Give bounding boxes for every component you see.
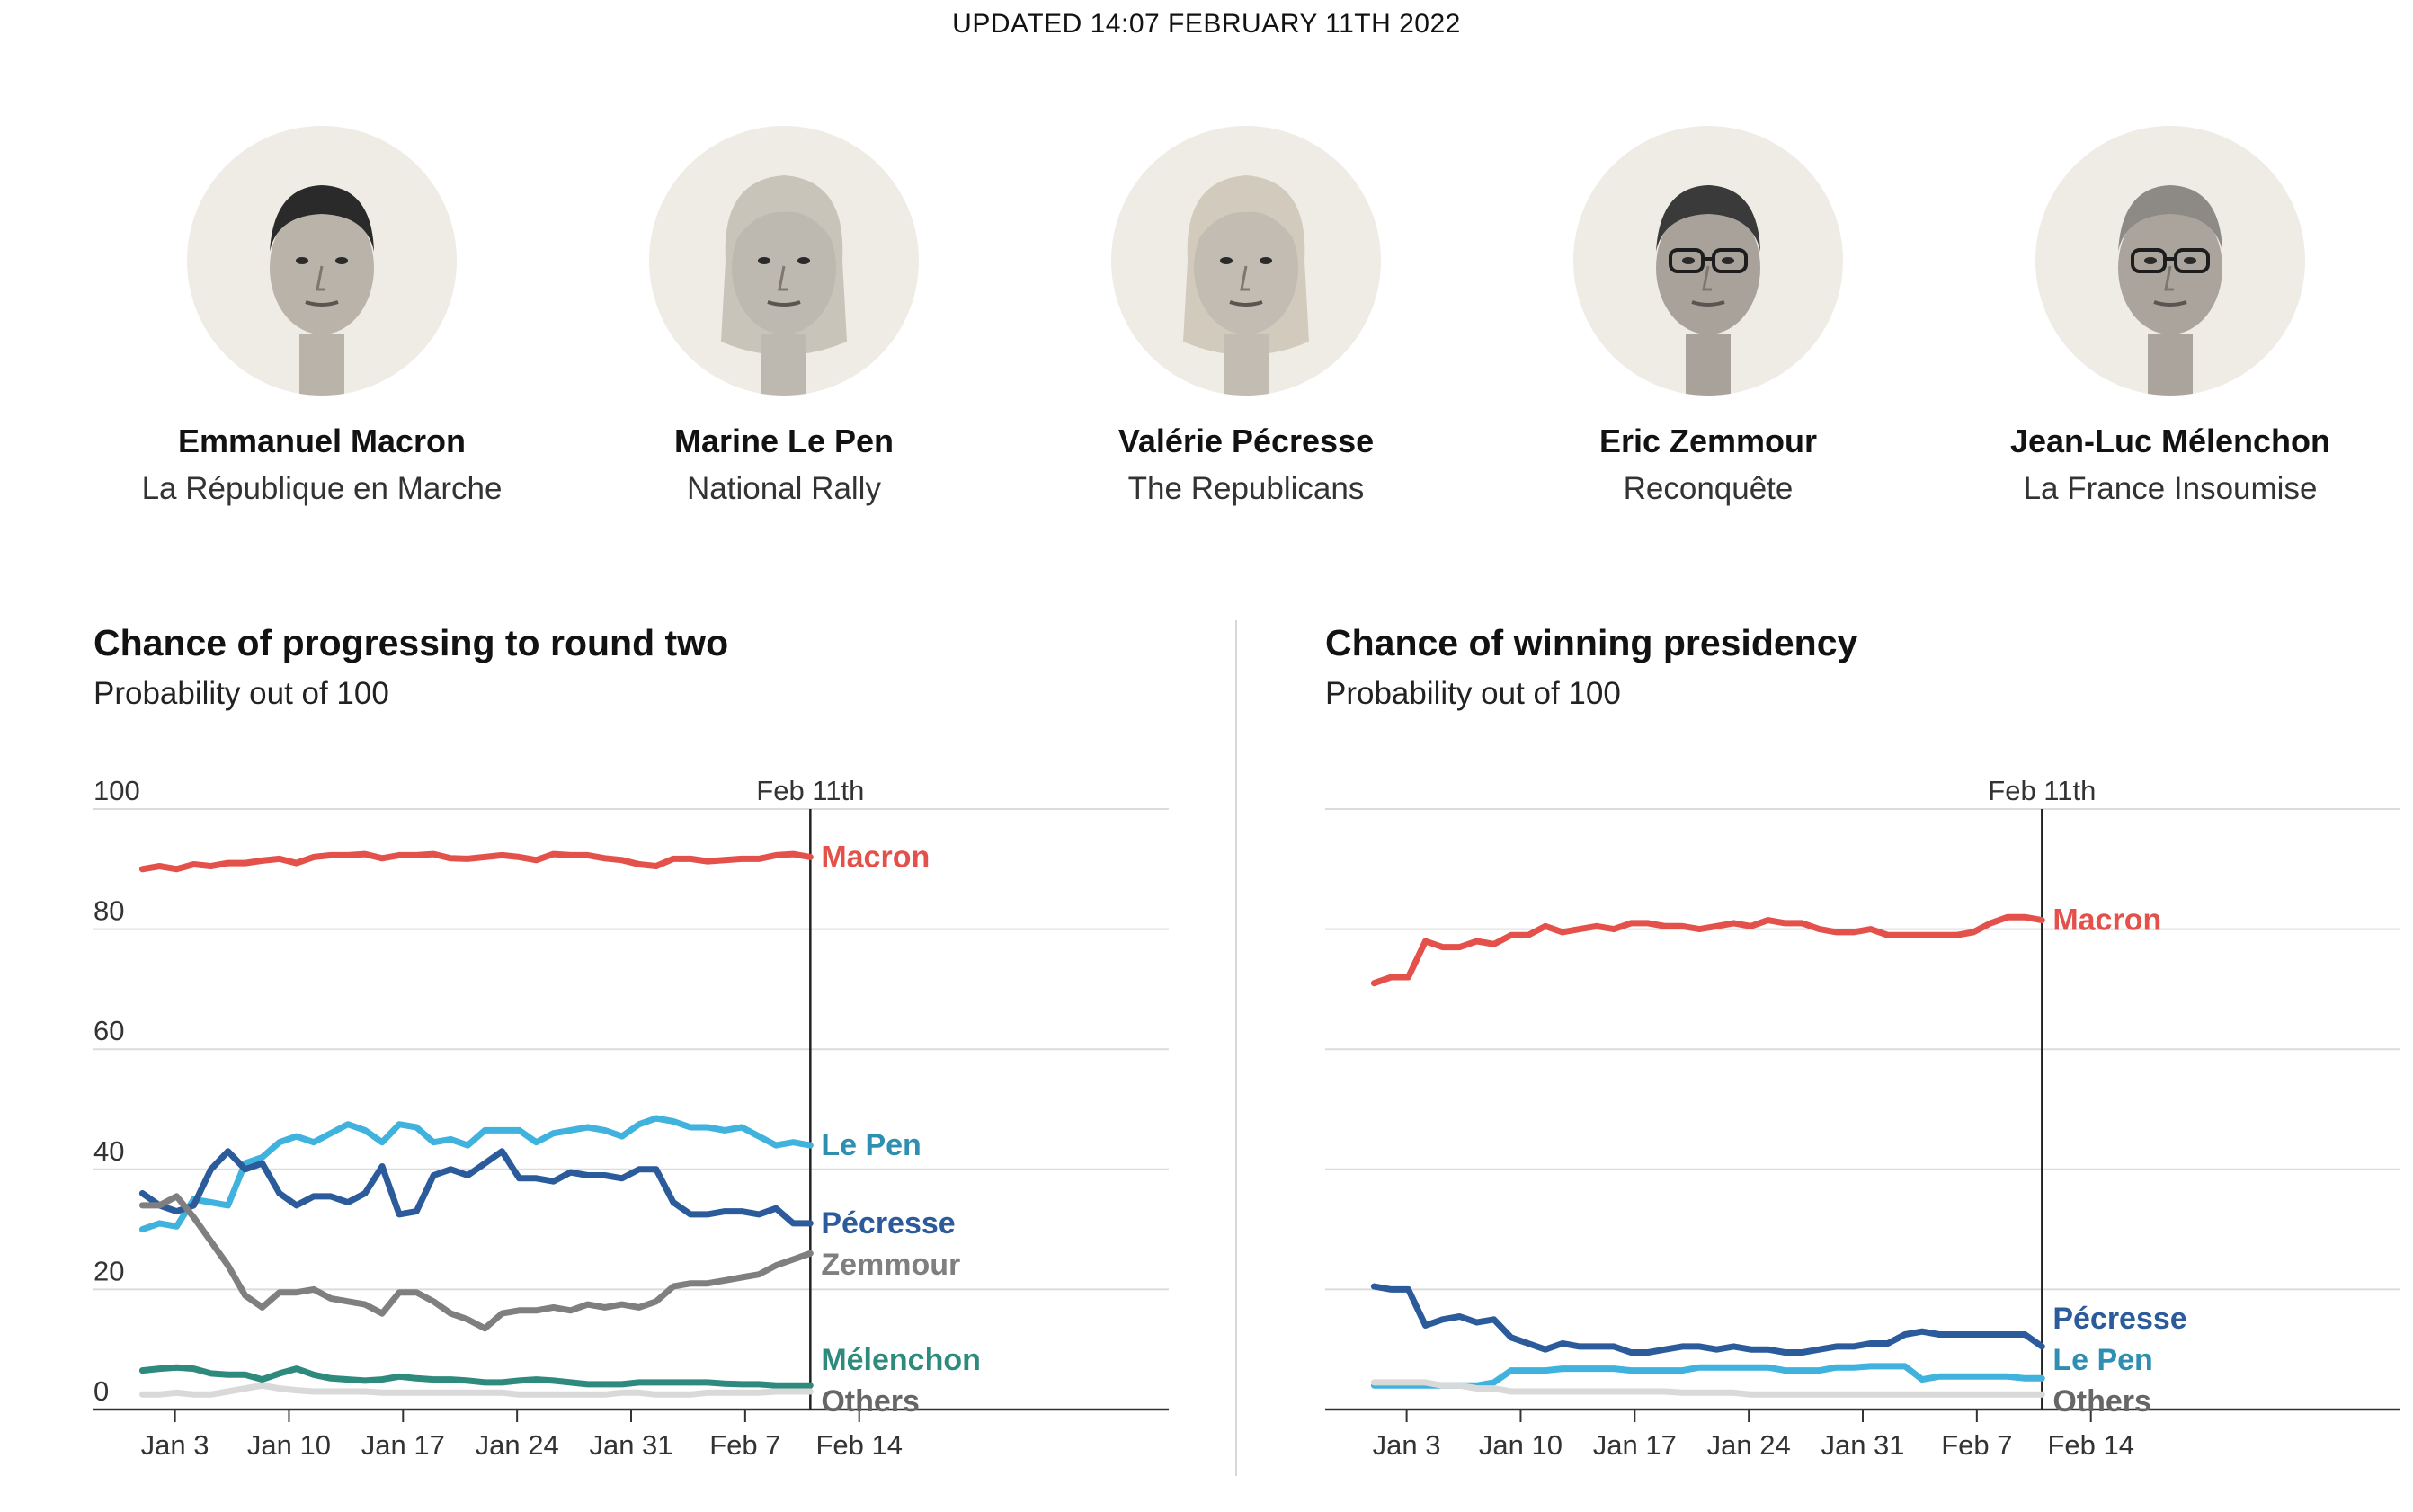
series-line-macron <box>1370 913 2045 987</box>
x-tick-label: Jan 10 <box>247 1429 331 1461</box>
x-tick-label: Feb 14 <box>815 1429 903 1461</box>
series-label-macron: Macron <box>2052 903 2161 938</box>
panel-divider <box>1235 620 1237 1476</box>
pecresse-portrait <box>1111 126 1381 396</box>
x-tick-label: Jan 3 <box>1373 1429 1441 1461</box>
series-label-others: Others <box>2052 1384 2151 1419</box>
series-label-lepen: Le Pen <box>821 1128 921 1162</box>
updated-timestamp: UPDATED 14:07 FEBRUARY 11TH 2022 <box>952 9 1461 39</box>
series-label-zemmour: Zemmour <box>821 1248 960 1282</box>
lepen-face-icon <box>721 175 847 396</box>
zemmour-face-icon <box>1656 185 1760 396</box>
chart-round-two: 0 20 40 60 80 100 Jan 3 Jan 10 Jan 17 Jan 24 Jan 3… <box>93 775 1169 1461</box>
current-date-label: Feb 11th <box>1988 775 2096 806</box>
lepen-portrait <box>649 126 919 396</box>
series-label-pecresse: Pécresse <box>2052 1302 2186 1336</box>
x-tick-label: Jan 24 <box>1707 1429 1791 1461</box>
chart-subtitle-round-two: Probability out of 100 <box>93 676 389 711</box>
series-label-lepen: Le Pen <box>2052 1343 2152 1377</box>
pecresse-face-icon <box>1183 175 1309 396</box>
candidate-name: Marine Le Pen <box>673 422 895 459</box>
candidate-name: Emmanuel Macron <box>177 422 467 459</box>
candidate-party: La France Insoumise <box>2023 471 2318 506</box>
candidate-pecresse: Valérie Pécresse The Republicans <box>1048 126 1444 507</box>
melenchon-portrait <box>2035 126 2305 396</box>
x-tick-label: Feb 7 <box>709 1429 780 1461</box>
candidate-name: Eric Zemmour <box>1598 422 1818 459</box>
series-line-lepen <box>138 1115 814 1233</box>
x-tick-label: Feb 7 <box>1941 1429 2012 1461</box>
series-line-others <box>1370 1379 2045 1398</box>
candidate-zemmour: Eric Zemmour Reconquête <box>1510 126 1906 507</box>
series-label-melenchon: Mélenchon <box>821 1343 981 1377</box>
chart-subtitle-presidency: Probability out of 100 <box>1325 676 1621 711</box>
zemmour-portrait <box>1573 126 1843 396</box>
x-tick-label: Jan 17 <box>361 1429 445 1461</box>
x-tick-label: Jan 3 <box>141 1429 209 1461</box>
y-tick-label: 80 <box>93 895 124 927</box>
x-tick-label: Jan 17 <box>1593 1429 1677 1461</box>
chart-title-presidency: Chance of winning presidency <box>1325 622 1858 663</box>
series-line-lepen <box>1370 1363 2045 1389</box>
candidate-name: Valérie Pécresse <box>1117 422 1375 459</box>
series-label-others: Others <box>821 1384 920 1419</box>
series-line-pecresse <box>138 1148 814 1227</box>
candidate-macron: Emmanuel Macron La République en Marche <box>124 126 520 507</box>
candidate-lepen: Marine Le Pen National Rally <box>586 126 982 507</box>
macron-face-icon <box>270 185 374 396</box>
candidate-name: Jean-Luc Mélenchon <box>2009 422 2331 459</box>
x-tick-label: Feb 14 <box>2047 1429 2134 1461</box>
series-label-macron: Macron <box>821 840 930 874</box>
candidate-party: Reconquête <box>1623 471 1794 506</box>
candidate-party: The Republicans <box>1127 471 1365 506</box>
x-tick-label: Jan 31 <box>1821 1429 1904 1461</box>
series-line-pecresse <box>1370 1283 2045 1356</box>
series-label-pecresse: Pécresse <box>821 1206 955 1241</box>
x-tick-label: Jan 31 <box>589 1429 672 1461</box>
macron-portrait <box>187 126 457 396</box>
y-tick-label: 60 <box>93 1015 124 1046</box>
series-line-others <box>138 1382 814 1398</box>
y-tick-label: 100 <box>93 775 140 806</box>
melenchon-face-icon <box>2118 185 2222 396</box>
x-tick-label: Jan 10 <box>1479 1429 1563 1461</box>
y-tick-label: 20 <box>93 1255 124 1286</box>
chart-presidency: Jan 3 Jan 10 Jan 17 Jan 24 Jan 31 Feb 7 Feb 14… <box>1325 775 2400 1461</box>
x-tick-label: Jan 24 <box>476 1429 559 1461</box>
candidate-party: La République en Marche <box>141 471 503 506</box>
series-line-zemmour <box>138 1193 814 1332</box>
current-date-label: Feb 11th <box>756 775 864 806</box>
candidate-melenchon: Jean-Luc Mélenchon La France Insoumise <box>1972 126 2368 507</box>
series-line-melenchon <box>138 1364 814 1389</box>
chart-title-round-two: Chance of progressing to round two <box>93 622 729 663</box>
y-tick-label: 40 <box>93 1135 124 1167</box>
candidate-party: National Rally <box>687 471 881 506</box>
y-tick-label: 0 <box>93 1375 109 1407</box>
series-line-macron <box>138 850 814 873</box>
